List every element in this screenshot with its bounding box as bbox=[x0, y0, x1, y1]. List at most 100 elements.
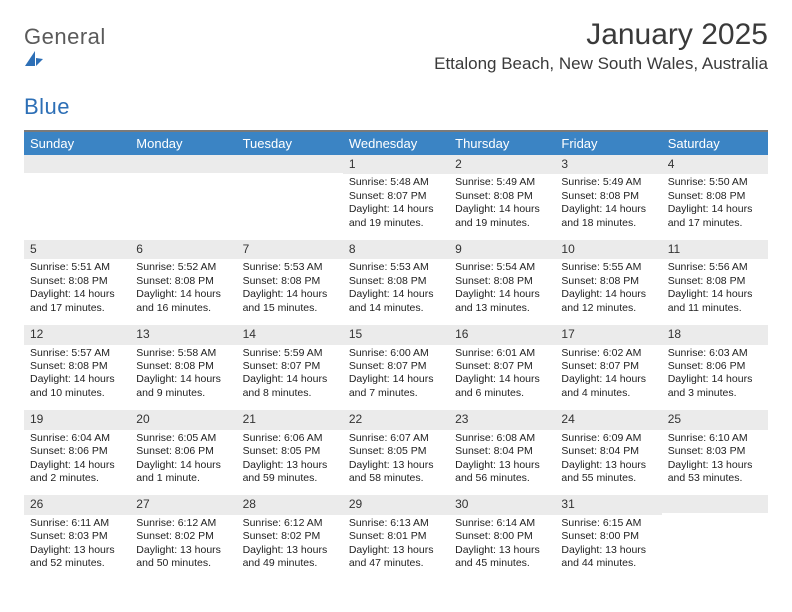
daylight-text: Daylight: 14 hours and 1 minute. bbox=[136, 459, 230, 486]
daylight-text: Daylight: 13 hours and 58 minutes. bbox=[349, 459, 443, 486]
day-number bbox=[24, 155, 130, 173]
day-number: 17 bbox=[555, 325, 661, 344]
sunset-text: Sunset: 8:07 PM bbox=[455, 360, 549, 373]
sunset-text: Sunset: 8:03 PM bbox=[30, 530, 124, 543]
day-body: Sunrise: 5:55 AMSunset: 8:08 PMDaylight:… bbox=[555, 261, 661, 315]
day-number: 25 bbox=[662, 410, 768, 429]
day-body: Sunrise: 5:52 AMSunset: 8:08 PMDaylight:… bbox=[130, 261, 236, 315]
day-body: Sunrise: 6:15 AMSunset: 8:00 PMDaylight:… bbox=[555, 517, 661, 571]
sunrise-text: Sunrise: 6:11 AM bbox=[30, 517, 124, 530]
day-body: Sunrise: 5:49 AMSunset: 8:08 PMDaylight:… bbox=[555, 176, 661, 230]
day-body: Sunrise: 6:04 AMSunset: 8:06 PMDaylight:… bbox=[24, 432, 130, 486]
daylight-text: Daylight: 14 hours and 10 minutes. bbox=[30, 373, 124, 400]
sunset-text: Sunset: 8:08 PM bbox=[243, 275, 337, 288]
day-cell: 6 Sunrise: 5:52 AMSunset: 8:08 PMDaylight… bbox=[130, 240, 236, 321]
day-cell: 27Sunrise: 6:12 AMSunset: 8:02 PMDayligh… bbox=[130, 495, 236, 576]
day-number bbox=[662, 495, 768, 513]
day-number: 6 bbox=[130, 240, 236, 259]
day-number: 16 bbox=[449, 325, 555, 344]
sunrise-text: Sunrise: 5:51 AM bbox=[30, 261, 124, 274]
day-cell: 29Sunrise: 6:13 AMSunset: 8:01 PMDayligh… bbox=[343, 495, 449, 576]
day-body: Sunrise: 6:07 AMSunset: 8:05 PMDaylight:… bbox=[343, 432, 449, 486]
day-body: Sunrise: 5:57 AMSunset: 8:08 PMDaylight:… bbox=[24, 347, 130, 401]
day-body: Sunrise: 6:13 AMSunset: 8:01 PMDaylight:… bbox=[343, 517, 449, 571]
sunrise-text: Sunrise: 6:15 AM bbox=[561, 517, 655, 530]
day-body: Sunrise: 6:14 AMSunset: 8:00 PMDaylight:… bbox=[449, 517, 555, 571]
day-cell: 14Sunrise: 5:59 AMSunset: 8:07 PMDayligh… bbox=[237, 325, 343, 406]
day-number: 10 bbox=[555, 240, 661, 259]
day-body bbox=[24, 175, 130, 223]
day-body: Sunrise: 6:01 AMSunset: 8:07 PMDaylight:… bbox=[449, 347, 555, 401]
day-cell: 22Sunrise: 6:07 AMSunset: 8:05 PMDayligh… bbox=[343, 410, 449, 491]
day-body: Sunrise: 5:50 AMSunset: 8:08 PMDaylight:… bbox=[662, 176, 768, 230]
daylight-text: Daylight: 14 hours and 3 minutes. bbox=[668, 373, 762, 400]
sunrise-text: Sunrise: 5:56 AM bbox=[668, 261, 762, 274]
day-number: 3 bbox=[555, 155, 661, 174]
day-number: 30 bbox=[449, 495, 555, 514]
sunset-text: Sunset: 8:00 PM bbox=[561, 530, 655, 543]
topbar: GeneralBlue January 2025 Ettalong Beach,… bbox=[24, 18, 768, 120]
daylight-text: Daylight: 13 hours and 59 minutes. bbox=[243, 459, 337, 486]
day-cell: 9Sunrise: 5:54 AMSunset: 8:08 PMDaylight… bbox=[449, 240, 555, 321]
sunset-text: Sunset: 8:05 PM bbox=[243, 445, 337, 458]
day-body bbox=[130, 175, 236, 223]
day-body: Sunrise: 5:53 AMSunset: 8:08 PMDaylight:… bbox=[343, 261, 449, 315]
day-body: Sunrise: 6:00 AMSunset: 8:07 PMDaylight:… bbox=[343, 347, 449, 401]
sunset-text: Sunset: 8:00 PM bbox=[455, 530, 549, 543]
day-body: Sunrise: 6:10 AMSunset: 8:03 PMDaylight:… bbox=[662, 432, 768, 486]
sunset-text: Sunset: 8:04 PM bbox=[561, 445, 655, 458]
sunset-text: Sunset: 8:08 PM bbox=[30, 275, 124, 288]
day-cell: 4Sunrise: 5:50 AMSunset: 8:08 PMDaylight… bbox=[662, 155, 768, 236]
day-cell: 18Sunrise: 6:03 AMSunset: 8:06 PMDayligh… bbox=[662, 325, 768, 406]
day-body: Sunrise: 5:56 AMSunset: 8:08 PMDaylight:… bbox=[662, 261, 768, 315]
day-body: Sunrise: 5:53 AMSunset: 8:08 PMDaylight:… bbox=[237, 261, 343, 315]
sunrise-text: Sunrise: 6:05 AM bbox=[136, 432, 230, 445]
day-cell: 31Sunrise: 6:15 AMSunset: 8:00 PMDayligh… bbox=[555, 495, 661, 576]
daylight-text: Daylight: 13 hours and 45 minutes. bbox=[455, 544, 549, 571]
weekday-header: Thursday bbox=[449, 132, 555, 155]
sunrise-text: Sunrise: 5:55 AM bbox=[561, 261, 655, 274]
day-number: 9 bbox=[449, 240, 555, 259]
weekday-header-row: SundayMondayTuesdayWednesdayThursdayFrid… bbox=[24, 132, 768, 155]
sunset-text: Sunset: 8:04 PM bbox=[455, 445, 549, 458]
day-number: 13 bbox=[130, 325, 236, 344]
day-body: Sunrise: 5:48 AMSunset: 8:07 PMDaylight:… bbox=[343, 176, 449, 230]
sunrise-text: Sunrise: 6:14 AM bbox=[455, 517, 549, 530]
sunset-text: Sunset: 8:05 PM bbox=[349, 445, 443, 458]
day-cell: 24Sunrise: 6:09 AMSunset: 8:04 PMDayligh… bbox=[555, 410, 661, 491]
day-cell: 2Sunrise: 5:49 AMSunset: 8:08 PMDaylight… bbox=[449, 155, 555, 236]
calendar-grid: SundayMondayTuesdayWednesdayThursdayFrid… bbox=[24, 130, 768, 577]
sunrise-text: Sunrise: 5:48 AM bbox=[349, 176, 443, 189]
day-cell: 21Sunrise: 6:06 AMSunset: 8:05 PMDayligh… bbox=[237, 410, 343, 491]
sunset-text: Sunset: 8:08 PM bbox=[668, 275, 762, 288]
weekday-header: Monday bbox=[130, 132, 236, 155]
weeks-container: 1Sunrise: 5:48 AMSunset: 8:07 PMDaylight… bbox=[24, 155, 768, 577]
day-cell: 17Sunrise: 6:02 AMSunset: 8:07 PMDayligh… bbox=[555, 325, 661, 406]
day-number: 1 bbox=[343, 155, 449, 174]
calendar-page: GeneralBlue January 2025 Ettalong Beach,… bbox=[0, 0, 792, 595]
day-body: Sunrise: 5:59 AMSunset: 8:07 PMDaylight:… bbox=[237, 347, 343, 401]
sunrise-text: Sunrise: 5:53 AM bbox=[243, 261, 337, 274]
brand-text: GeneralBlue bbox=[24, 24, 106, 120]
weekday-header: Wednesday bbox=[343, 132, 449, 155]
sunrise-text: Sunrise: 6:13 AM bbox=[349, 517, 443, 530]
day-cell: 12Sunrise: 5:57 AMSunset: 8:08 PMDayligh… bbox=[24, 325, 130, 406]
sunrise-text: Sunrise: 5:53 AM bbox=[349, 261, 443, 274]
day-cell: 10 Sunrise: 5:55 AMSunset: 8:08 PMDayligh… bbox=[555, 240, 661, 321]
day-cell: 16 Sunrise: 6:01 AMSunset: 8:07 PMDayligh… bbox=[449, 325, 555, 406]
day-cell: 26Sunrise: 6:11 AMSunset: 8:03 PMDayligh… bbox=[24, 495, 130, 576]
daylight-text: Daylight: 14 hours and 2 minutes. bbox=[30, 459, 124, 486]
day-number: 28 bbox=[237, 495, 343, 514]
daylight-text: Daylight: 14 hours and 11 minutes. bbox=[668, 288, 762, 315]
daylight-text: Daylight: 14 hours and 19 minutes. bbox=[349, 203, 443, 230]
daylight-text: Daylight: 14 hours and 13 minutes. bbox=[455, 288, 549, 315]
day-cell bbox=[237, 155, 343, 236]
day-body: Sunrise: 6:09 AMSunset: 8:04 PMDaylight:… bbox=[555, 432, 661, 486]
sunset-text: Sunset: 8:08 PM bbox=[136, 360, 230, 373]
day-number: 15 bbox=[343, 325, 449, 344]
sunset-text: Sunset: 8:02 PM bbox=[136, 530, 230, 543]
daylight-text: Daylight: 14 hours and 4 minutes. bbox=[561, 373, 655, 400]
sunrise-text: Sunrise: 5:58 AM bbox=[136, 347, 230, 360]
sunrise-text: Sunrise: 5:57 AM bbox=[30, 347, 124, 360]
day-body: Sunrise: 6:05 AMSunset: 8:06 PMDaylight:… bbox=[130, 432, 236, 486]
